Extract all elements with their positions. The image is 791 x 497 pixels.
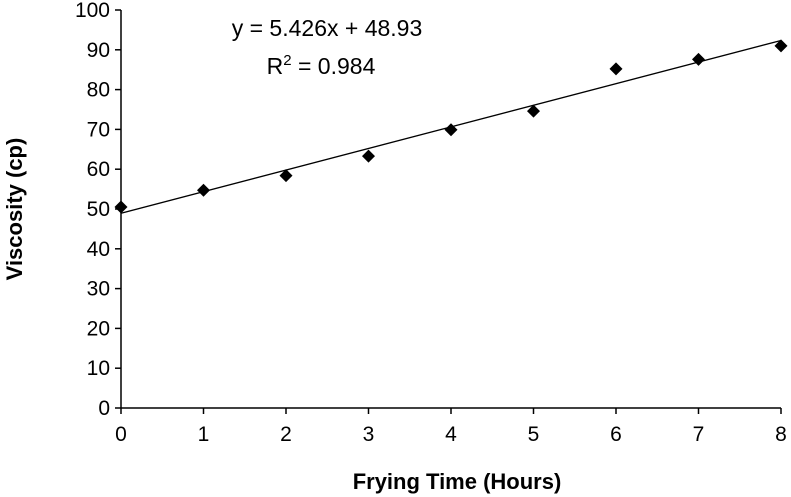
y-tick-label: 40	[87, 238, 110, 261]
x-tick-label: 1	[198, 423, 210, 446]
x-tick-label: 5	[528, 423, 540, 446]
y-tick-label: 20	[87, 317, 110, 340]
x-tick-label: 7	[693, 423, 705, 446]
y-tick-label: 90	[87, 39, 110, 62]
data-point	[692, 52, 705, 66]
data-point	[279, 169, 293, 183]
x-tick-label: 3	[363, 423, 375, 446]
data-point	[774, 39, 788, 53]
data-point	[197, 183, 210, 197]
y-tick-label: 30	[87, 278, 110, 301]
r-squared-prefix: R	[267, 53, 284, 79]
chart-marks	[114, 39, 788, 214]
y-tick-label: 60	[87, 158, 110, 181]
x-tick-label: 6	[610, 423, 622, 446]
r-squared-superscript: 2	[283, 52, 291, 69]
y-tick-label: 80	[87, 79, 110, 102]
data-point	[609, 62, 623, 76]
r-squared-label: R2 = 0.984	[267, 52, 376, 79]
r-squared-value: = 0.984	[292, 53, 376, 79]
x-tick-label: 0	[115, 423, 127, 446]
data-point	[362, 149, 375, 163]
y-tick-label: 50	[87, 198, 110, 221]
trendline-equation: y = 5.426x + 48.93	[232, 15, 423, 41]
y-tick-label: 10	[87, 357, 110, 380]
chart-axes: 0 10 20 30 40 50 60 70 80 90 100 0 1 2 3 4 5 6 7 8	[75, 0, 787, 446]
y-tick-label: 0	[98, 397, 110, 420]
x-tick-label: 4	[445, 423, 457, 446]
y-tick-label: 70	[87, 118, 110, 141]
data-point	[527, 104, 540, 118]
y-tick-label: 100	[75, 0, 110, 22]
y-axis-title: Viscosity (cp)	[2, 138, 27, 281]
data-point	[444, 123, 458, 137]
x-axis-title: Frying Time (Hours)	[353, 469, 562, 494]
x-tick-label: 8	[775, 423, 787, 446]
x-tick-label: 2	[280, 423, 292, 446]
